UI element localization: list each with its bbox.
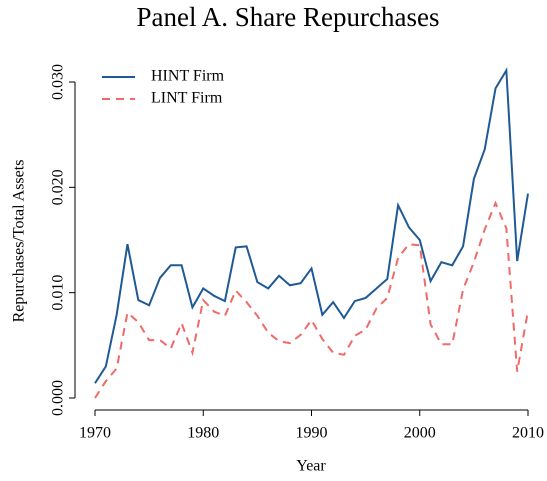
x-tick-label: 2000 — [404, 425, 436, 442]
series-line — [94, 200, 529, 399]
y-tick-label: 0.000 — [50, 380, 67, 416]
x-tick-label: 2010 — [512, 425, 544, 442]
legend-label: LINT Firm — [151, 90, 223, 107]
chart-title: Panel A. Share Repurchases — [137, 2, 440, 32]
series-line — [94, 67, 529, 384]
y-tick-label: 0.030 — [50, 64, 67, 100]
legend-label: HINT Firm — [151, 68, 225, 85]
x-tick-label: 1970 — [79, 425, 111, 442]
y-tick-label: 0.010 — [50, 275, 67, 311]
y-tick-label: 0.020 — [50, 169, 67, 205]
x-tick-label: 1990 — [296, 425, 328, 442]
x-tick-label: 1980 — [187, 425, 219, 442]
y-axis-label: Repurchases/Total Assets — [11, 160, 28, 323]
x-axis-label: Year — [296, 458, 326, 475]
